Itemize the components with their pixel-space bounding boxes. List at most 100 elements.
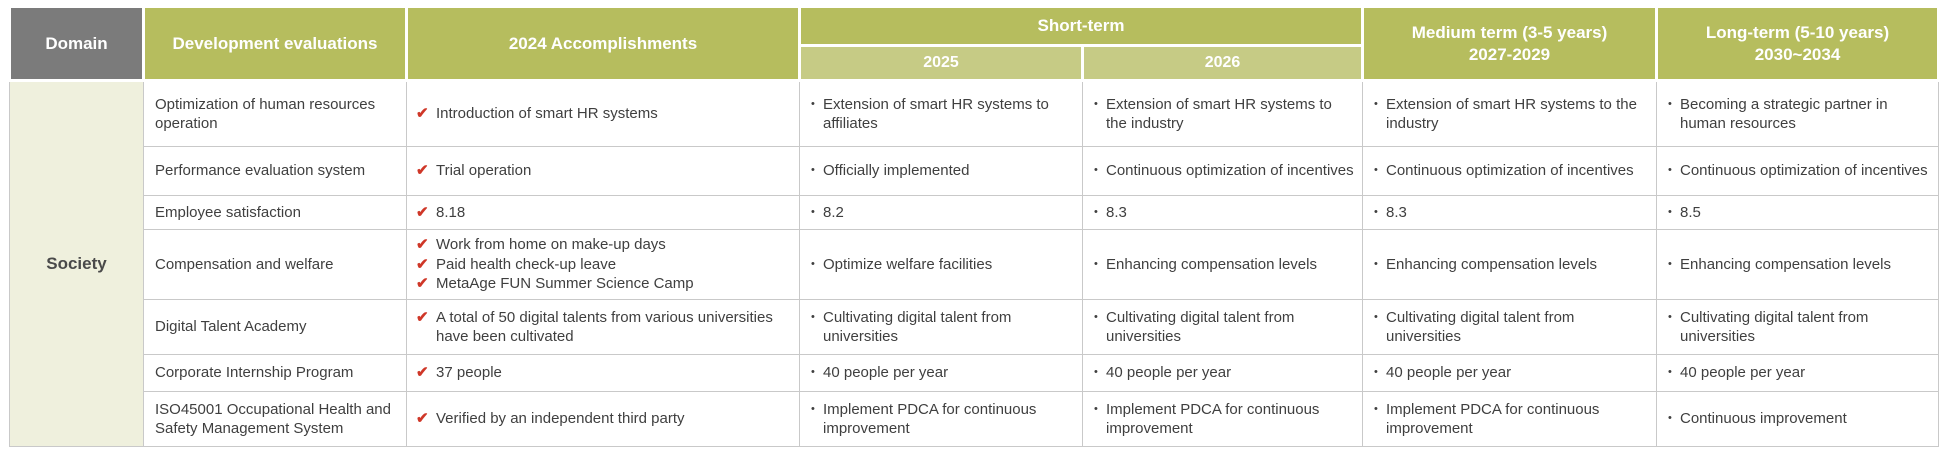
bullet-icon: • <box>811 164 815 177</box>
bullet-icon: • <box>1668 310 1672 323</box>
plan-item: • Extension of smart HR systems to the in… <box>1372 95 1650 134</box>
bullet-icon: • <box>1668 164 1672 177</box>
accomplishment-item: ✔ Introduction of smart HR systems <box>416 104 793 124</box>
bullet-icon: • <box>811 257 815 270</box>
item-text: 8.2 <box>823 203 844 221</box>
plan-medium-term-cell: • Implement PDCA for continuous improveme… <box>1362 391 1657 447</box>
plan-item: • Implement PDCA for continuous improveme… <box>1092 400 1356 439</box>
accomplishments-2024-cell: ✔ A total of 50 digital talents from vari… <box>406 299 800 355</box>
accomplishments-2024-cell: ✔ 8.18 <box>406 195 800 230</box>
header-medium-term-line1: Medium term (3-5 years) <box>1411 23 1608 43</box>
accomplishment-item: ✔ Paid health check-up leave <box>416 255 793 275</box>
plan-medium-term-cell: • Extension of smart HR systems to the in… <box>1362 80 1657 147</box>
table-row: Digital Talent Academy ✔ A total of 50 dig… <box>10 299 1939 355</box>
evaluation-cell: Compensation and welfare <box>143 229 407 300</box>
plan-item: • Becoming a strategic partner in human r… <box>1666 95 1932 134</box>
plan-item: • 40 people per year <box>1372 363 1650 383</box>
item-text: Work from home on make-up days <box>436 236 666 254</box>
item-text: Continuous optimization of incentives <box>1680 162 1928 180</box>
plan-2026-cell: • Extension of smart HR systems to the in… <box>1082 80 1363 147</box>
bullet-icon: • <box>811 366 815 379</box>
header-year-2026: 2026 <box>1081 44 1364 82</box>
plan-item: • Continuous optimization of incentives <box>1372 161 1650 181</box>
plan-item: • Enhancing compensation levels <box>1372 255 1650 275</box>
item-text: Trial operation <box>436 162 532 180</box>
evaluation-cell: Performance evaluation system <box>143 146 407 196</box>
table-body: Society Optimization of human resources o… <box>9 80 1939 447</box>
bullet-icon: • <box>1374 205 1378 218</box>
item-text: Becoming a strategic partner in human re… <box>1680 95 1888 133</box>
plan-item: • Extension of smart HR systems to affili… <box>809 95 1076 134</box>
bullet-icon: • <box>1374 164 1378 177</box>
check-icon: ✔ <box>416 255 429 273</box>
item-text: Continuous optimization of incentives <box>1106 162 1354 180</box>
item-text: Cultivating digital talent from universi… <box>1386 308 1575 346</box>
accomplishment-item: ✔ 8.18 <box>416 203 793 223</box>
plan-long-term-cell: • Cultivating digital talent from univers… <box>1656 299 1939 355</box>
plan-2026-cell: • Implement PDCA for continuous improveme… <box>1082 391 1363 447</box>
accomplishment-item: ✔ Trial operation <box>416 161 793 181</box>
item-text: 40 people per year <box>1106 364 1232 382</box>
bullet-icon: • <box>1094 366 1098 379</box>
plan-medium-term-cell: • Cultivating digital talent from univers… <box>1362 299 1657 355</box>
bullet-icon: • <box>1374 402 1378 415</box>
item-text: 40 people per year <box>1680 364 1806 382</box>
bullet-icon: • <box>1668 366 1672 379</box>
plan-2026-cell: • Enhancing compensation levels <box>1082 229 1363 300</box>
bullet-icon: • <box>1374 257 1378 270</box>
item-text: Cultivating digital talent from universi… <box>1680 308 1869 346</box>
check-icon: ✔ <box>416 308 429 326</box>
plan-medium-term-cell: • Continuous optimization of incentives <box>1362 146 1657 196</box>
plan-item: • 40 people per year <box>809 363 1076 383</box>
item-text: Introduction of smart HR systems <box>436 105 658 123</box>
header-medium-term: Medium term (3-5 years) 2027-2029 <box>1361 5 1658 82</box>
plan-long-term-cell: • 8.5 <box>1656 195 1939 230</box>
accomplishment-item: ✔ A total of 50 digital talents from vari… <box>416 308 793 347</box>
table-row: Performance evaluation system ✔ Trial oper… <box>10 146 1939 196</box>
header-long-term-line2: 2030~2034 <box>1754 44 1841 64</box>
bullet-icon: • <box>1094 205 1098 218</box>
plan-2025-cell: • 8.2 <box>799 195 1083 230</box>
plan-item: • Continuous optimization of incentives <box>1666 161 1932 181</box>
item-text: Continuous improvement <box>1680 410 1847 428</box>
item-text: Extension of smart HR systems to the ind… <box>1106 95 1332 133</box>
plan-long-term-cell: • Continuous improvement <box>1656 391 1939 447</box>
plan-item: • 40 people per year <box>1092 363 1356 383</box>
plan-item: • Officially implemented <box>809 161 1076 181</box>
header-year-2025: 2025 <box>798 44 1084 82</box>
plan-item: • Extension of smart HR systems to the in… <box>1092 95 1356 134</box>
check-icon: ✔ <box>416 236 429 254</box>
header-long-term: Long-term (5-10 years) 2030~2034 <box>1655 5 1940 82</box>
accomplishment-item: ✔ Verified by an independent third party <box>416 409 793 429</box>
header-domain: Domain <box>8 5 145 82</box>
bullet-icon: • <box>1668 205 1672 218</box>
item-text: Officially implemented <box>823 162 970 180</box>
accomplishments-2024-cell: ✔ Verified by an independent third party <box>406 391 800 447</box>
accomplishment-item: ✔ 37 people <box>416 363 793 383</box>
plan-item: • 8.3 <box>1372 203 1650 223</box>
item-text: 8.18 <box>436 203 466 221</box>
bullet-icon: • <box>1374 366 1378 379</box>
item-text: Extension of smart HR systems to the ind… <box>1386 95 1637 133</box>
plan-item: • 40 people per year <box>1666 363 1932 383</box>
item-text: 40 people per year <box>1386 364 1512 382</box>
plan-medium-term-cell: • 8.3 <box>1362 195 1657 230</box>
plan-long-term-cell: • Continuous optimization of incentives <box>1656 146 1939 196</box>
check-icon: ✔ <box>416 364 429 382</box>
plan-long-term-cell: • Enhancing compensation levels <box>1656 229 1939 300</box>
table-row: Corporate Internship Program ✔ 37 people • 4… <box>10 354 1939 392</box>
accomplishment-item: ✔ MetaAge FUN Summer Science Camp <box>416 274 793 294</box>
item-text: Implement PDCA for continuous improvemen… <box>823 400 1037 438</box>
accomplishments-2024-cell: ✔ Trial operation <box>406 146 800 196</box>
check-icon: ✔ <box>416 203 429 221</box>
plan-2025-cell: • Optimize welfare facilities <box>799 229 1083 300</box>
header-long-term-line1: Long-term (5-10 years) <box>1705 23 1890 43</box>
item-text: Cultivating digital talent from universi… <box>823 308 1012 346</box>
bullet-icon: • <box>1374 97 1378 110</box>
bullet-icon: • <box>811 205 815 218</box>
table-row: Compensation and welfare ✔ Work from home … <box>10 229 1939 300</box>
plan-item: • Implement PDCA for continuous improveme… <box>809 400 1076 439</box>
item-text: 8.5 <box>1680 203 1701 221</box>
plan-item: • Continuous improvement <box>1666 409 1932 429</box>
item-text: Verified by an independent third party <box>436 410 685 428</box>
